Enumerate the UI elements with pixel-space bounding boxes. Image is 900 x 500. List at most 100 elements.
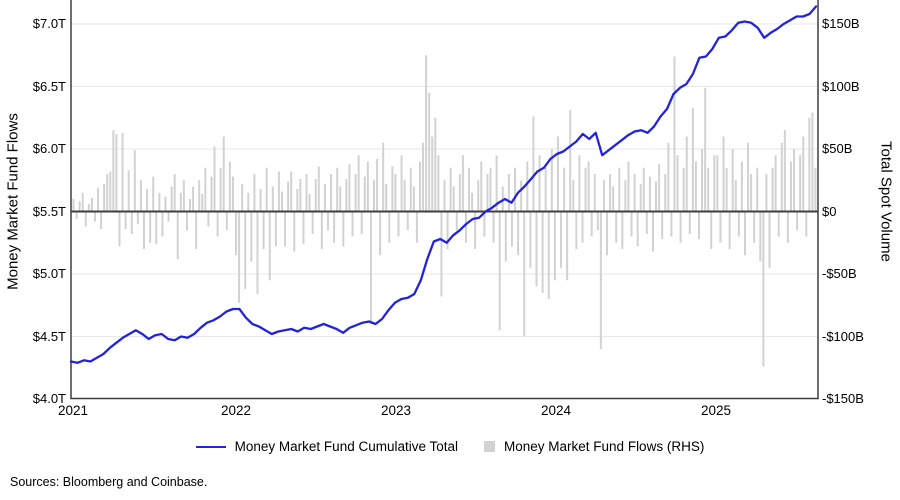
flow-bar [265, 167, 268, 212]
flow-bar [704, 87, 707, 212]
flow-bar [149, 211, 152, 243]
flow-bar [774, 155, 777, 212]
flow-bar [81, 192, 84, 212]
flow-bar [762, 211, 765, 367]
flow-bar [388, 211, 391, 243]
flow-bar [299, 179, 302, 212]
flow-bar [219, 167, 222, 212]
flow-bar [443, 180, 446, 212]
flow-bar [808, 117, 811, 212]
flow-bar [235, 211, 237, 256]
flow-bar [768, 211, 771, 268]
flow-bar [507, 174, 510, 212]
flow-bar [330, 174, 333, 212]
flow-bar [480, 161, 483, 212]
flow-bar [652, 211, 654, 252]
flow-bar [464, 211, 467, 243]
legend: Money Market Fund Cumulative Total Money… [0, 439, 900, 454]
flow-bar [357, 155, 360, 212]
flow-bar [155, 211, 158, 244]
flow-bar [437, 155, 440, 212]
left-axis-tick-label: $7.0T [32, 16, 66, 31]
flow-bar [483, 211, 486, 237]
flow-bar [587, 161, 590, 212]
cumulative-total-line [69, 5, 818, 364]
flow-bar [645, 211, 648, 234]
legend-item-cumulative-total: Money Market Fund Cumulative Total [195, 439, 458, 454]
flow-bar [750, 174, 753, 212]
flow-bar [599, 211, 602, 349]
flow-bar [409, 167, 412, 212]
flow-bar [152, 176, 155, 212]
flow-bar [474, 211, 477, 249]
right-axis-tick-label: $0 [822, 203, 837, 219]
flow-bar [777, 211, 780, 237]
flow-bar [302, 211, 305, 244]
flow-bar [789, 161, 792, 212]
flow-bar [90, 197, 93, 212]
flow-bar [572, 180, 575, 212]
flow-bar [345, 179, 348, 212]
flow-bar [354, 174, 357, 212]
flow-bar [192, 186, 195, 212]
flow-bar [115, 134, 118, 212]
flow-bar [731, 149, 734, 212]
flow-bar [173, 174, 176, 212]
flow-bar [514, 167, 517, 212]
flow-bar [566, 211, 569, 281]
flow-bar [701, 149, 704, 212]
flow-bar [75, 211, 78, 219]
flow-bar [639, 184, 642, 212]
flow-bar [400, 155, 403, 212]
flow-bar [618, 167, 621, 212]
flow-bar [379, 211, 382, 256]
flow-bar [281, 191, 283, 212]
flow-bar [93, 211, 96, 222]
flow-bar [734, 180, 737, 212]
flow-bar [305, 174, 308, 212]
flow-bar [606, 211, 608, 256]
flow-bar [97, 187, 100, 212]
flow-bar [323, 184, 326, 212]
flow-bar [428, 92, 431, 212]
flow-bar [136, 211, 139, 224]
left-axis-tick-label: $5.0T [32, 266, 66, 281]
flow-bar [314, 179, 317, 212]
flow-bar [262, 211, 265, 249]
flow-bar [376, 159, 379, 212]
flow-bar [609, 174, 612, 212]
flow-bar [124, 211, 127, 229]
left-axis-title: Money Market Fund Flows [4, 113, 22, 290]
flow-bar [385, 184, 388, 212]
flow-bar [664, 174, 667, 212]
right-axis-tick-label: -$50B [822, 266, 857, 281]
flow-bar [802, 136, 805, 212]
source-note: Sources: Bloomberg and Coinbase. [10, 475, 208, 489]
flow-bar [452, 186, 455, 212]
flow-bar [520, 180, 523, 212]
flow-bar [412, 186, 415, 212]
flow-bar [440, 211, 443, 297]
flow-bar [710, 211, 713, 249]
flow-bar [363, 176, 366, 212]
flow-bar [139, 180, 142, 212]
flow-bar [382, 142, 385, 212]
flow-bar [676, 155, 679, 212]
flow-bar [213, 146, 216, 212]
flow-bar [504, 211, 507, 262]
flow-bar [786, 211, 789, 243]
flow-bar [694, 161, 697, 212]
flow-bar [167, 211, 170, 222]
flow-bar [814, 167, 817, 212]
flow-bar [195, 211, 198, 249]
flow-bar [422, 142, 425, 212]
flow-bar [682, 167, 685, 212]
flow-bar [78, 201, 81, 212]
flow-bar [780, 142, 783, 212]
flow-bar [284, 211, 287, 247]
flow-bar [584, 167, 587, 212]
flow-bar [569, 110, 572, 212]
legend-label-fund-flows: Money Market Fund Flows (RHS) [504, 439, 705, 454]
